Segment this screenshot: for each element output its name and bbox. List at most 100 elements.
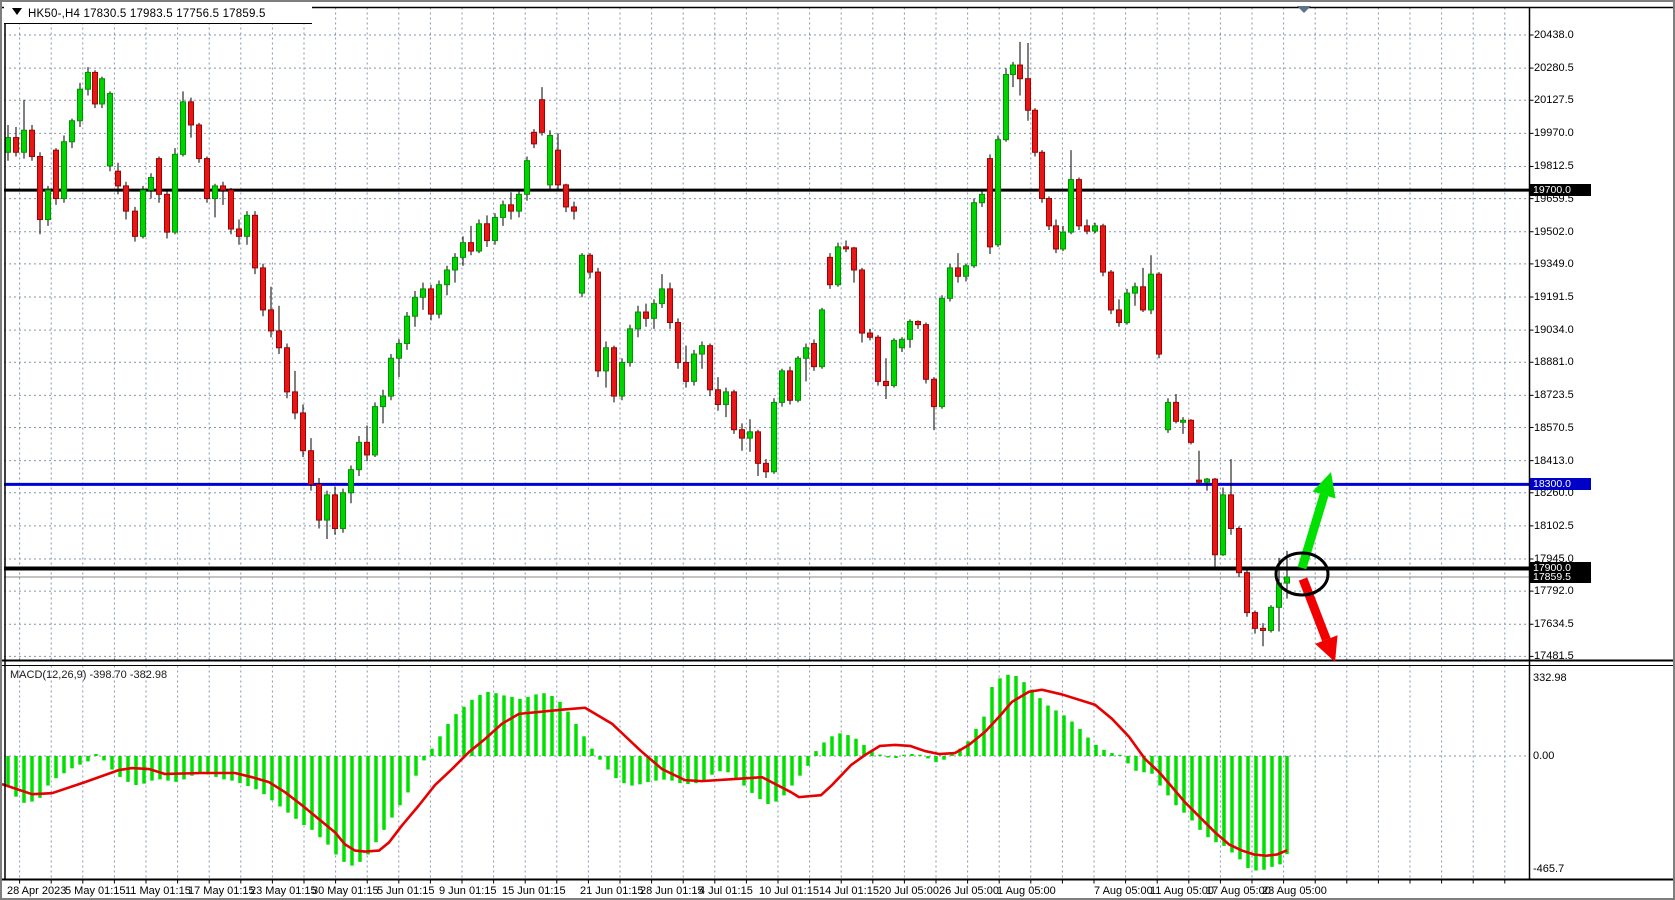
- candle-bear: [284, 347, 290, 393]
- candle-bull: [723, 391, 729, 405]
- candle-bull: [1165, 401, 1171, 431]
- date-label: 21 Jun 01:15: [580, 885, 644, 897]
- price-tick-label: 20280.5: [1534, 62, 1574, 75]
- candle-bull: [1092, 225, 1098, 232]
- candle-bull: [324, 494, 330, 521]
- candle-bear: [851, 247, 857, 271]
- candle-bear: [883, 380, 889, 387]
- candle-bull: [172, 153, 178, 233]
- candle-bear: [1196, 479, 1202, 483]
- candle-bull: [212, 185, 218, 200]
- price-tick-label: 17634.5: [1534, 618, 1574, 631]
- candle-bear: [204, 158, 210, 200]
- candle-bull: [651, 303, 657, 319]
- date-label: 17 May 01:15: [188, 885, 255, 897]
- candle-bull: [835, 246, 841, 286]
- candle-bear: [827, 256, 833, 286]
- bullish-arrow-shaft[interactable]: [1297, 493, 1329, 570]
- candle-bear: [715, 389, 721, 405]
- bullish-arrow-head[interactable]: [1312, 472, 1336, 499]
- symbol-dropdown-icon[interactable]: [12, 8, 22, 15]
- candle-bear: [13, 137, 19, 153]
- price-tick-label: 17792.0: [1534, 585, 1574, 598]
- date-label: 28 Jun 01:15: [640, 885, 704, 897]
- candle-bull: [1284, 576, 1290, 584]
- candle-bear: [1108, 271, 1114, 311]
- macd-tick-label: 332.98: [1533, 672, 1567, 684]
- candle-bear: [1156, 273, 1162, 355]
- candle-bull: [1124, 292, 1130, 324]
- candle-bear: [1025, 78, 1031, 111]
- candle-bear: [811, 343, 817, 368]
- candle-bear: [220, 185, 226, 191]
- candle-bear: [37, 155, 43, 221]
- date-label: 14 Jul 01:15: [819, 885, 879, 897]
- candle-bull: [85, 71, 91, 90]
- candle-bear: [308, 450, 314, 485]
- date-label: 4 Jul 01:15: [699, 885, 753, 897]
- level-label-resistance: 19700.0: [1530, 184, 1591, 197]
- scroll-position-marker-icon[interactable]: [1297, 6, 1311, 13]
- candle-bull: [444, 269, 450, 286]
- candle-bull: [747, 431, 753, 439]
- candle-bear: [763, 462, 769, 473]
- candle-bear: [1236, 528, 1242, 574]
- candle-bull: [1204, 478, 1210, 483]
- candle-bear: [316, 483, 322, 521]
- candle-bull: [436, 284, 442, 315]
- candle-bull: [5, 137, 11, 153]
- level-label-mid-support: 18300.0: [1530, 478, 1591, 491]
- candle-bear: [1076, 179, 1082, 227]
- candle-bull: [372, 406, 378, 456]
- price-tick-label: 19034.0: [1534, 324, 1574, 337]
- candle-bear: [1140, 286, 1146, 311]
- date-label: 23 Aug 05:00: [1262, 885, 1327, 897]
- candle-bull: [412, 296, 418, 317]
- candle-bear: [156, 158, 162, 195]
- candle-bull: [971, 202, 977, 267]
- candle-bull: [803, 347, 809, 359]
- candle-bull: [244, 214, 250, 237]
- candle-bull: [107, 92, 113, 167]
- candle-bear: [555, 149, 561, 186]
- candle-bull: [524, 160, 530, 195]
- candle-bull: [140, 189, 146, 237]
- date-label: 7 Aug 05:00: [1094, 885, 1153, 897]
- macd-tick-label: -465.7: [1533, 862, 1565, 875]
- bearish-arrow-shaft[interactable]: [1298, 577, 1331, 642]
- candle-bear: [268, 309, 274, 332]
- date-label: 11 Aug 05:00: [1150, 885, 1215, 897]
- candle-bear: [843, 246, 849, 250]
- candle-bull: [356, 441, 362, 471]
- candle-bear: [587, 254, 593, 273]
- candle-bull: [516, 193, 522, 212]
- macd-tick-label: 0.00: [1533, 750, 1555, 762]
- candle-bear: [931, 378, 937, 408]
- candle-bull: [452, 256, 458, 271]
- highlight-ellipse[interactable]: [1274, 551, 1330, 597]
- candle-bull: [148, 177, 154, 191]
- candle-bull: [380, 395, 386, 408]
- price-tick-label: 20127.5: [1534, 94, 1574, 107]
- candle-bull: [500, 204, 506, 218]
- bearish-arrow-head[interactable]: [1315, 635, 1338, 662]
- candle-bear: [236, 228, 242, 237]
- candle-bull: [1010, 64, 1016, 76]
- candle-bear: [683, 361, 689, 382]
- price-tick-label: 17945.0: [1534, 552, 1574, 565]
- price-tick-label: 19191.5: [1534, 290, 1574, 303]
- candle-bull: [77, 88, 83, 122]
- candle-bull: [492, 216, 498, 242]
- candle-bear: [675, 322, 681, 363]
- candle-bull: [396, 343, 402, 359]
- candle-bear: [1053, 225, 1059, 250]
- candle-bull: [1268, 606, 1274, 631]
- candle-bear: [364, 441, 370, 456]
- candle-bull: [771, 401, 777, 473]
- price-tick-label: 20438.0: [1534, 29, 1574, 41]
- price-tick-label: 18102.5: [1534, 519, 1574, 532]
- date-label: 15 Jun 01:15: [502, 885, 566, 897]
